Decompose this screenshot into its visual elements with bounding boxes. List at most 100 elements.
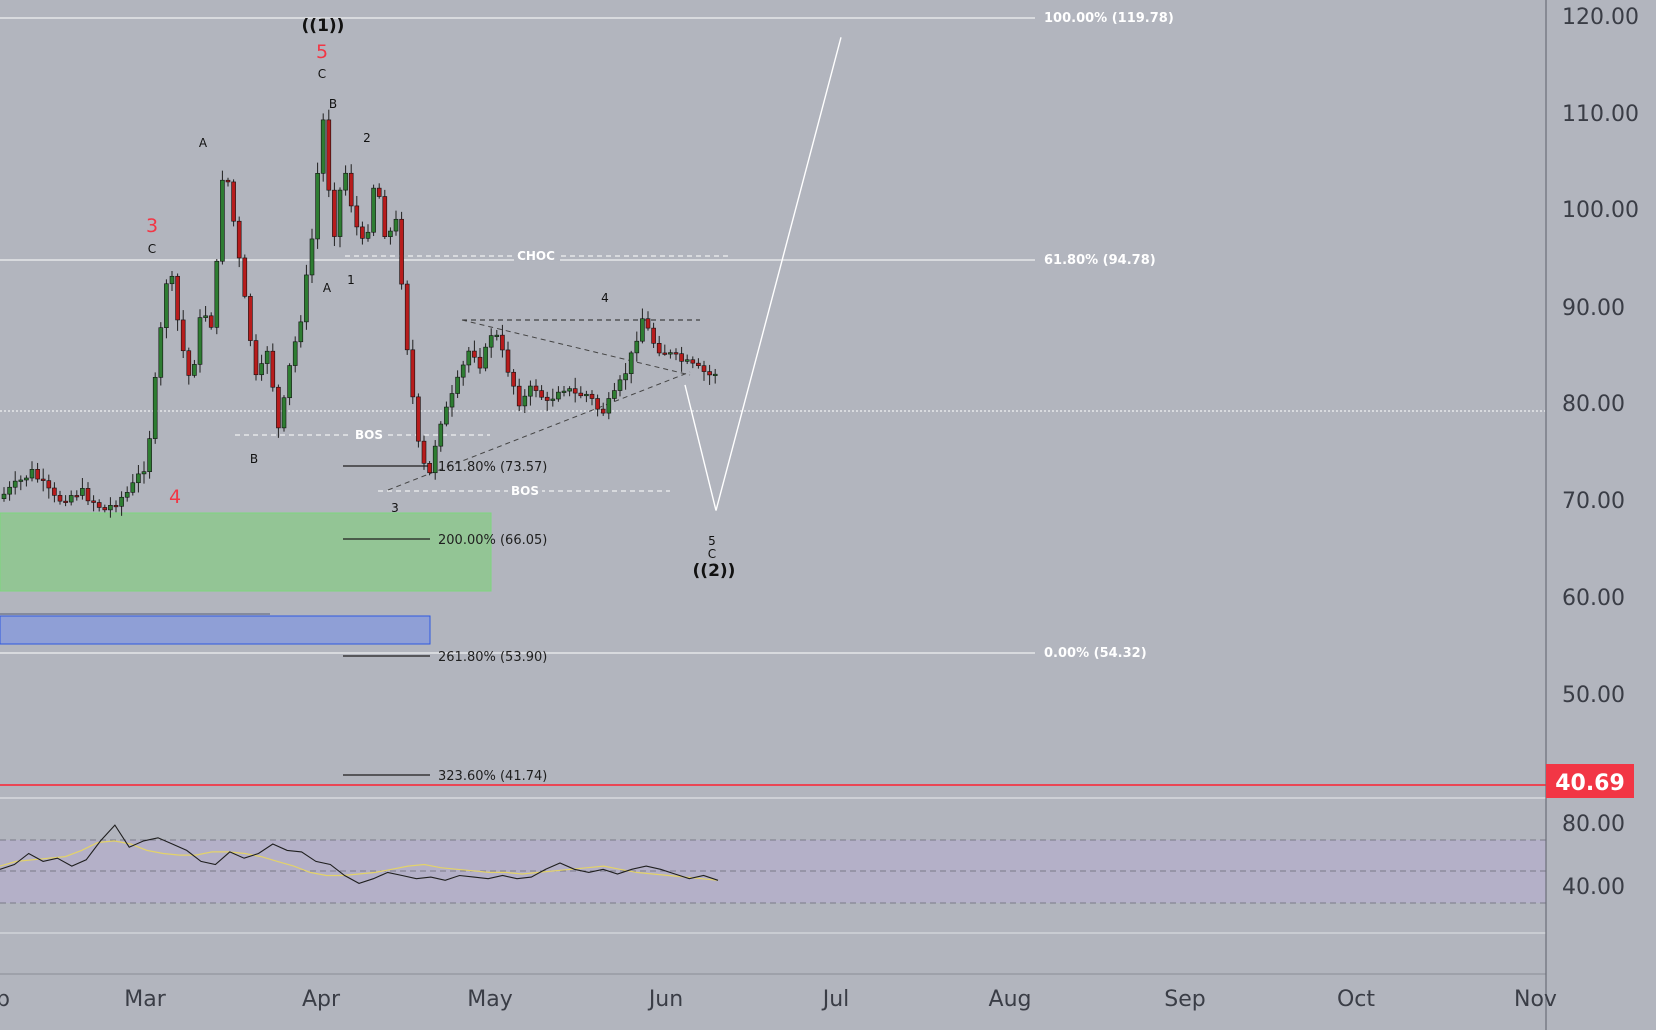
ext-323-label: 323.60% (41.74) [438,769,547,784]
candle-body [180,319,186,352]
candle-body [80,488,85,496]
candle-body [421,440,427,464]
order-block-zone [0,615,431,645]
time-label: Mar [124,987,166,1012]
ext-261-label: 261.80% (53.90) [438,650,547,665]
candle-body [561,390,567,393]
candle-body [309,238,315,276]
candle-body [253,340,259,376]
candle-body [623,373,628,381]
candle-body [152,377,158,439]
candle-body [416,396,421,442]
time-label: Nov [1514,987,1557,1012]
time-axis[interactable]: b Mar Apr May Jun Jul Aug Sep Oct Nov [0,987,1557,1012]
wave-red-4-label: 4 [169,486,181,508]
candle-body [567,388,572,392]
time-label: Oct [1337,987,1375,1012]
candle-body [343,172,348,191]
candle-body [679,353,684,362]
candle-body [197,317,203,365]
time-label: Apr [302,987,341,1012]
candle-body [141,471,147,475]
price-tick: 120.00 [1562,5,1639,30]
wave-red-3-label: 3 [146,215,158,237]
candle-body [147,438,152,472]
candle-body [466,350,472,366]
candle-body [539,390,544,398]
rsi-ma-line [0,840,719,881]
candle-body [354,205,360,228]
time-label: Jun [647,987,683,1012]
price-axis[interactable]: 120.00 110.00 100.00 90.00 80.00 70.00 6… [1562,5,1639,708]
candle-body [634,340,640,354]
time-label: Jul [821,987,850,1012]
candle-body [292,341,298,366]
bos-upper-label: BOS [355,428,383,442]
price-tick: 90.00 [1562,296,1625,321]
candle-body [74,495,80,498]
candle-body [707,371,712,376]
candle-body [488,335,494,348]
candle-body [494,334,500,337]
candles-group [1,109,718,518]
candle-body [264,350,270,364]
candle-body [281,397,287,429]
candle-body [500,334,505,351]
candle-body [376,187,382,197]
candle-body [410,349,416,398]
candle-body [320,119,326,174]
candle-body [645,318,651,329]
candle-body [371,187,376,233]
candle-body [7,486,12,495]
candle-body [595,398,600,410]
candle-body [124,492,130,498]
price-tick: 50.00 [1562,683,1625,708]
candle-body [516,385,522,407]
candle-body [388,230,393,237]
rsi-tick: 80.00 [1562,812,1625,837]
candle-body [337,189,343,237]
candle-body [29,469,35,479]
wave-4-label: 4 [601,291,609,305]
candle-body [231,181,236,222]
candle-body [640,318,645,342]
candle-body [304,274,309,323]
candle-body [404,283,410,351]
candle-body [572,388,578,394]
candle-body [169,275,175,285]
wave-5-label: 5 [708,534,716,548]
candle-body [91,500,96,503]
candle-body [427,463,432,474]
candle-body [24,477,29,481]
candle-body [673,352,679,355]
candle-body [35,469,40,480]
candle-body [108,505,113,511]
candle-body [511,371,516,387]
wave-1-major-label: ((1)) [302,16,345,36]
candle-body [236,220,242,259]
wave-a-high-label: A [199,136,208,150]
candle-body [432,445,438,474]
candle-body [259,363,264,376]
demand-zone [0,512,492,592]
candle-body [455,376,460,394]
candle-body [365,231,371,239]
choc-label: CHOC [517,249,555,263]
wave-c-bottom-label: C [708,547,716,561]
candle-body [449,393,455,408]
candle-body [712,373,718,376]
candle-body [477,356,483,369]
rsi-axis[interactable]: 80.00 40.00 [1562,812,1625,900]
candle-body [606,398,612,414]
candle-body [612,390,617,399]
candle-body [270,350,276,388]
wave-c-top-label: C [318,67,326,81]
fib-0-label: 0.00% (54.32) [1044,646,1147,661]
wave-3-label: 3 [391,501,399,515]
candle-body [298,321,304,343]
candle-body [96,502,102,508]
candle-body [578,392,584,397]
candle-body [113,505,119,508]
wave-2-major-label: ((2)) [693,561,736,581]
